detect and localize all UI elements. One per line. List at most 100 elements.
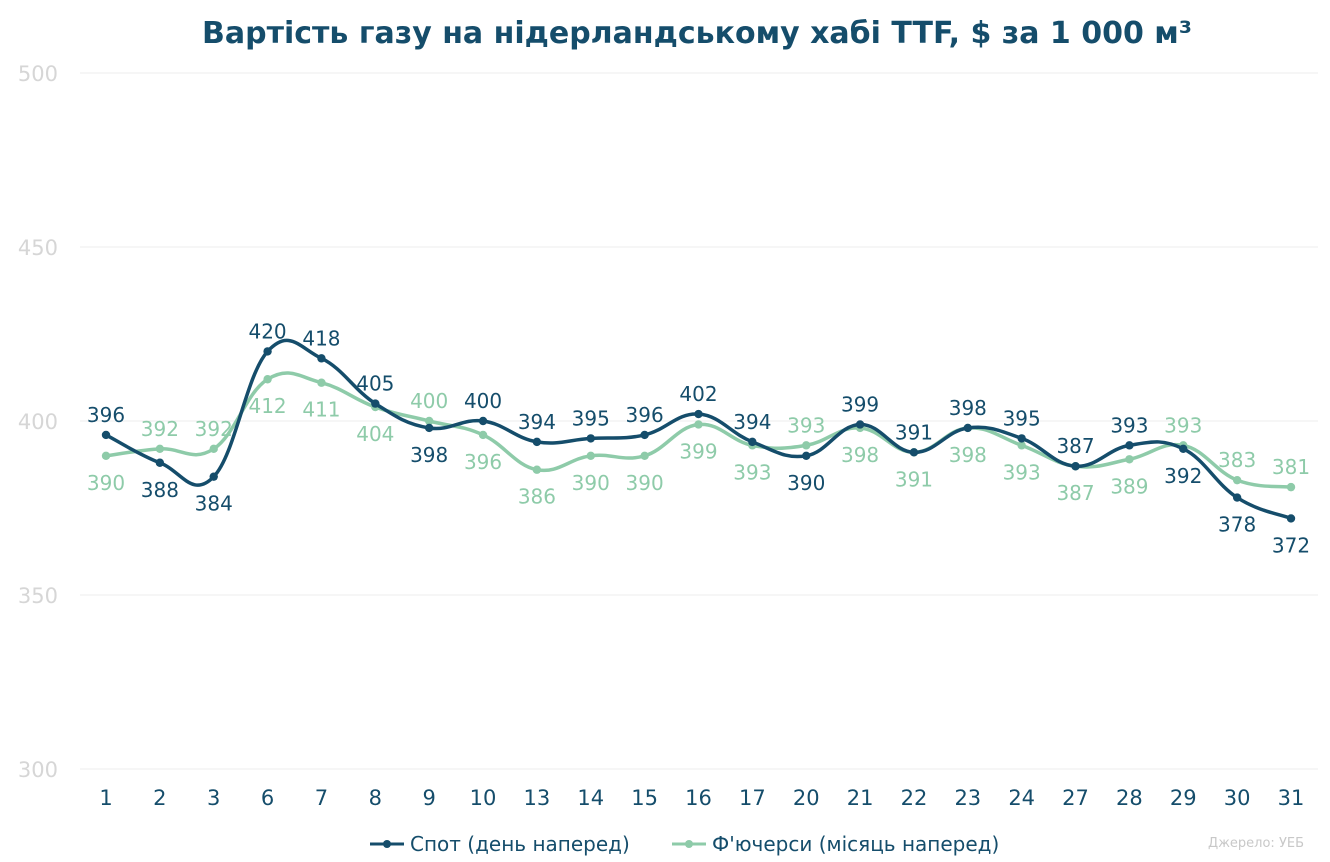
data-label-futures: 389 [1110,474,1148,498]
data-point-spot [748,437,757,447]
data-label-spot: 420 [248,319,286,343]
data-label-futures: 386 [518,485,556,509]
x-tick-label: 20 [793,786,820,810]
data-label-futures: 393 [733,460,771,484]
data-point-futures [802,441,811,450]
data-label-spot: 393 [1110,413,1148,437]
data-label-spot: 396 [87,403,125,427]
data-label-spot: 396 [626,403,664,427]
data-label-futures: 392 [141,417,179,441]
data-label-spot: 395 [1003,406,1041,430]
x-tick-label: 23 [954,786,981,810]
y-tick-label: 300 [18,758,58,782]
legend: Спот (день наперед) Ф'ючерси (місяць нап… [370,832,999,856]
data-label-spot: 388 [141,478,179,502]
data-label-futures: 393 [1003,460,1041,484]
x-tick-label: 9 [422,786,435,810]
data-point-spot [424,423,434,433]
data-label-futures: 412 [248,394,286,418]
data-point-futures [586,451,595,460]
data-point-futures [317,378,326,387]
data-label-futures: 396 [464,450,502,474]
x-tick-label: 10 [470,786,497,810]
x-tick-label: 17 [739,786,766,810]
x-tick-label: 8 [369,786,382,810]
y-axis-ticks: 300 350 400 450 500 [18,62,58,782]
y-tick-label: 500 [18,62,58,86]
x-tick-label: 3 [207,786,220,810]
data-point-futures [478,430,488,440]
x-tick-label: 16 [685,786,712,810]
data-label-spot: 400 [464,389,502,413]
data-label-spot: 378 [1218,513,1256,537]
x-tick-label: 29 [1170,786,1197,810]
data-label-futures: 400 [410,389,448,413]
x-tick-label: 6 [261,786,274,810]
data-label-spot: 384 [195,492,233,516]
data-labels: 396 390 388 392 384 392 420 412 418 411 405 404 398 4… [87,319,1310,557]
data-point-futures [1125,455,1134,464]
data-point-futures [532,465,542,474]
legend-dot-spot [383,840,391,848]
data-point-futures [209,444,218,454]
data-point-spot [101,430,111,440]
data-label-spot: 372 [1272,533,1310,557]
x-tick-label: 2 [153,786,166,810]
data-label-spot: 398 [410,443,448,467]
data-label-spot: 405 [356,372,394,396]
data-point-futures [101,451,111,460]
data-label-futures: 390 [87,471,125,495]
data-label-spot: 392 [1164,464,1202,488]
data-label-futures: 387 [1056,481,1094,505]
data-label-futures: 391 [895,467,933,491]
x-tick-label: 30 [1224,786,1251,810]
data-point-spot [909,448,919,457]
data-point-spot [855,420,865,429]
data-label-spot: 391 [895,420,933,444]
data-label-futures: 390 [626,471,664,495]
series-lines [101,338,1296,523]
data-point-spot [640,430,649,440]
data-point-futures [1017,441,1026,450]
data-point-spot [1232,493,1242,502]
chart-title: Вартість газу на нідерландському хабі TT… [202,16,1192,51]
data-point-futures [263,375,272,384]
y-tick-label: 400 [18,410,58,434]
data-point-futures [640,451,649,460]
y-tick-label: 350 [18,584,58,608]
data-label-futures: 393 [787,413,825,437]
data-point-futures [694,420,703,429]
data-point-spot [1179,444,1188,454]
data-point-spot [1071,462,1080,471]
data-point-spot [317,354,326,363]
data-label-spot: 402 [679,382,717,406]
data-label-futures: 393 [1164,413,1202,437]
data-label-spot: 394 [518,410,556,434]
data-label-futures: 411 [302,398,340,422]
data-point-spot [209,472,218,481]
data-label-futures: 404 [356,422,394,446]
data-label-futures: 398 [841,443,879,467]
data-point-spot [263,347,272,356]
data-point-spot [371,399,380,408]
data-point-spot [963,423,973,433]
data-point-spot [802,451,811,460]
x-tick-label: 28 [1116,786,1143,810]
data-point-futures [424,416,434,426]
data-label-futures: 392 [195,417,233,441]
data-point-spot [1017,434,1026,443]
legend-label-futures: Ф'ючерси (місяць наперед) [712,832,999,856]
x-tick-label: 15 [631,786,658,810]
legend-dot-futures [685,840,693,848]
legend-label-spot: Спот (день наперед) [410,832,630,856]
x-axis-ticks: 1 2 3 6 7 8 9 10 13 14 15 16 17 20 21 22 23 24 27 28 29 30 31 [99,786,1304,810]
data-point-spot [586,434,595,443]
data-point-spot [694,409,703,419]
data-label-spot: 399 [841,392,879,416]
x-tick-label: 24 [1008,786,1035,810]
data-point-futures [1232,475,1242,485]
data-label-spot: 390 [787,471,825,495]
x-tick-label: 22 [901,786,928,810]
data-label-spot: 418 [302,326,340,350]
